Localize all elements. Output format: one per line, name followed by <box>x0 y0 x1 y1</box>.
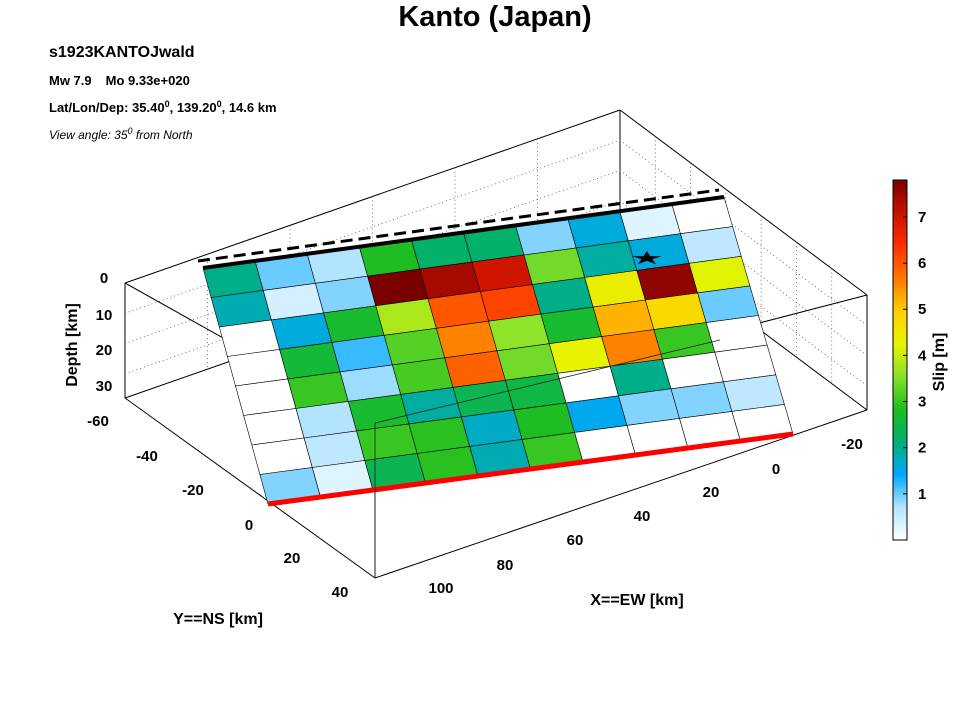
colorbar: 1 2 3 4 5 6 7 Slip [m] <box>892 179 948 541</box>
colorbar-tick-label: 3 <box>918 394 926 411</box>
colorbar-tick-label: 4 <box>918 347 927 364</box>
box-edge <box>619 109 868 296</box>
mo-value: Mo 9.33e+020 <box>105 73 190 88</box>
axis-labels: Depth [km] Y==NS [km] X==EW [km] <box>64 303 684 628</box>
z-tick-label: 20 <box>96 342 113 359</box>
y-tick-label: 40 <box>332 584 349 601</box>
fault-edges <box>197 188 794 578</box>
z-tick-label: 30 <box>96 378 113 395</box>
location-lat: Lat/Lon/Dep: 35.40 <box>49 100 165 115</box>
axis-ticks: 0 10 20 30 -60 -40 -20 0 20 40 -20 0 20 40 60 80 100 <box>87 270 863 601</box>
mw-value: Mw 7.9 <box>49 73 92 88</box>
x-tick-label: 0 <box>772 461 780 478</box>
box-edge <box>124 397 376 579</box>
colorbar-tick-label: 2 <box>918 440 926 457</box>
projection-line <box>374 339 721 424</box>
location-lon: , 139.20 <box>169 100 217 115</box>
z-tick-label: 10 <box>96 307 113 324</box>
colorbar-tick-label: 6 <box>918 255 926 272</box>
view-angle-suffix: from North <box>132 128 193 142</box>
fault-bottom-edge <box>267 431 794 507</box>
z-tick-label: 0 <box>100 270 108 287</box>
y-tick-label: 20 <box>284 550 301 567</box>
view-angle-value: View angle: 35 <box>49 128 128 142</box>
y-axis-label: Y==NS [km] <box>173 611 263 628</box>
location-line: Lat/Lon/Dep: 35.400, 139.200, 14.6 km <box>49 99 277 115</box>
surface-trace <box>197 188 720 263</box>
x-tick-label: 80 <box>497 557 514 574</box>
y-tick-label: 0 <box>245 517 253 534</box>
y-tick-label: -60 <box>87 413 109 430</box>
x-axis-label: X==EW [km] <box>590 592 683 609</box>
view-angle: View angle: 350 from North <box>49 126 193 142</box>
x-tick-label: 20 <box>703 484 720 501</box>
box-edge <box>374 409 868 579</box>
x-tick-label: 60 <box>567 532 584 549</box>
hypocenter-star <box>632 251 662 265</box>
x-tick-label: 40 <box>634 508 651 525</box>
x-tick-label: 100 <box>428 580 453 597</box>
magnitude-line: Mw 7.9 Mo 9.33e+020 <box>49 73 190 88</box>
model-name: s1923KANTOJwald <box>49 44 195 61</box>
fault-plane <box>202 196 794 505</box>
grid-line <box>124 200 868 387</box>
colorbar-tick-label: 5 <box>918 301 926 318</box>
grid-line <box>124 139 868 326</box>
y-tick-label: -40 <box>136 448 158 465</box>
degree-mark: 0 <box>164 99 170 109</box>
degree-mark: 0 <box>127 126 133 136</box>
colorbar-bar <box>892 179 908 541</box>
fault-top-edge <box>202 195 725 270</box>
x-tick-label: -20 <box>841 436 863 453</box>
chart-title: Kanto (Japan) <box>398 1 592 33</box>
colorbar-tick-label: 1 <box>918 486 926 503</box>
hypocenter-star-mark <box>632 251 662 265</box>
location-depth: , 14.6 km <box>221 100 277 115</box>
grid-line <box>124 170 868 356</box>
colorbar-label: Slip [m] <box>931 333 948 392</box>
z-axis-label: Depth [km] <box>64 303 81 387</box>
y-tick-label: -20 <box>182 482 204 499</box>
degree-mark: 0 <box>216 99 222 109</box>
colorbar-tick-label: 7 <box>918 209 926 226</box>
